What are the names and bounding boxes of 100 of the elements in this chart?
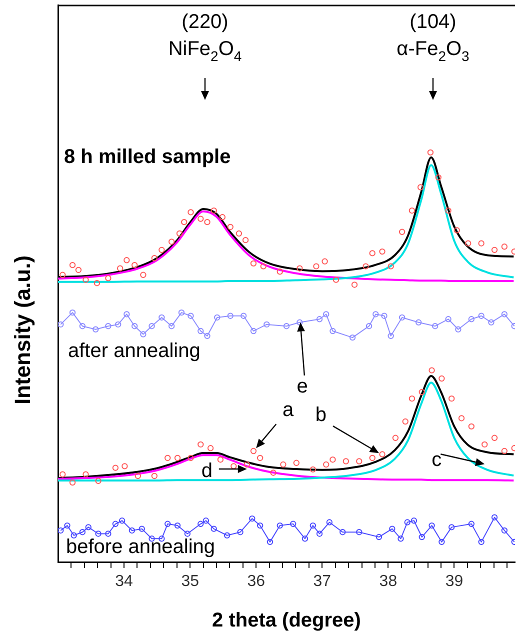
point	[198, 328, 204, 334]
point	[58, 527, 64, 534]
point	[69, 479, 76, 486]
point	[250, 328, 257, 334]
point	[280, 461, 286, 468]
point	[369, 454, 376, 462]
point	[95, 478, 102, 484]
point	[491, 434, 498, 442]
annotation: c	[432, 449, 442, 472]
point	[79, 322, 86, 330]
point	[293, 460, 300, 466]
point	[70, 532, 77, 538]
point	[501, 448, 508, 454]
point	[398, 228, 406, 235]
point	[478, 538, 484, 546]
point	[75, 266, 82, 274]
point	[198, 520, 204, 528]
point	[410, 518, 418, 524]
point	[168, 322, 175, 330]
point	[448, 524, 455, 530]
point	[158, 246, 165, 254]
point	[313, 263, 320, 270]
point	[164, 454, 171, 462]
annotation: before annealing	[66, 536, 216, 558]
point	[82, 276, 89, 283]
point	[151, 255, 158, 262]
point	[296, 265, 303, 272]
point	[79, 529, 86, 536]
point	[217, 456, 224, 463]
point	[448, 395, 455, 402]
point	[389, 526, 396, 532]
point	[362, 263, 369, 270]
point	[237, 529, 244, 536]
x-tick-label: 35	[181, 573, 200, 590]
point	[428, 522, 435, 529]
point	[128, 527, 136, 534]
point	[69, 309, 76, 316]
point	[256, 522, 264, 529]
point	[105, 275, 112, 282]
x-tick-label: 34	[115, 573, 134, 590]
point	[398, 314, 406, 321]
point	[219, 214, 226, 220]
point	[151, 472, 158, 480]
point	[64, 522, 70, 529]
point	[198, 216, 204, 222]
point	[468, 316, 475, 322]
point	[488, 319, 494, 326]
point	[330, 328, 336, 334]
point	[227, 224, 234, 230]
point	[468, 423, 475, 430]
point	[465, 240, 472, 246]
point	[340, 529, 346, 536]
point	[369, 250, 376, 256]
point	[138, 526, 145, 532]
point	[260, 263, 266, 270]
point	[326, 519, 333, 526]
point	[349, 334, 356, 341]
point	[112, 464, 119, 471]
point	[134, 472, 142, 480]
point	[181, 218, 188, 226]
point	[242, 236, 249, 244]
point	[332, 276, 340, 283]
point	[458, 415, 465, 422]
point	[379, 451, 386, 458]
point	[366, 322, 372, 330]
point	[105, 322, 112, 330]
point	[85, 524, 92, 530]
point	[82, 471, 89, 478]
annotation: a	[282, 399, 295, 422]
point	[388, 263, 394, 270]
annotation: b	[315, 404, 327, 426]
point	[342, 458, 350, 464]
point	[478, 312, 484, 319]
point	[491, 514, 498, 520]
point	[112, 520, 119, 528]
point	[482, 441, 488, 448]
point	[158, 314, 165, 321]
y-axis-title: Intensity (a.u.)	[10, 255, 35, 405]
point	[69, 262, 76, 268]
point	[302, 536, 308, 542]
point	[296, 319, 303, 326]
point	[276, 522, 283, 529]
point	[404, 519, 410, 526]
point	[435, 174, 442, 181]
point	[198, 441, 204, 448]
point	[418, 388, 425, 396]
point	[204, 218, 210, 226]
point	[392, 434, 399, 442]
point	[468, 520, 475, 528]
point	[256, 454, 264, 462]
point	[408, 208, 416, 214]
point	[455, 326, 462, 332]
point	[240, 312, 247, 319]
x-axis-title: 2 theta (degree)	[212, 610, 361, 632]
point	[184, 530, 191, 537]
point	[388, 332, 394, 340]
point	[438, 538, 445, 546]
point	[168, 238, 175, 245]
point	[250, 260, 257, 267]
point	[178, 309, 185, 316]
